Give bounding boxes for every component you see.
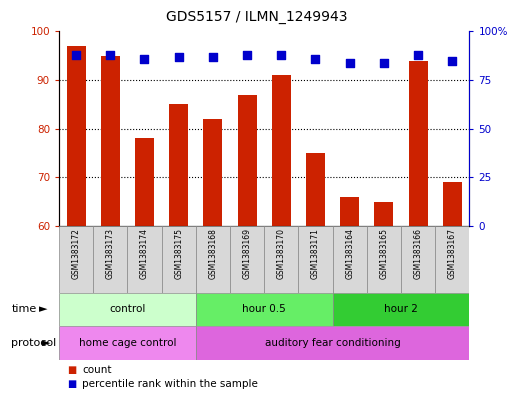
Bar <box>59 293 196 326</box>
Point <box>346 59 354 66</box>
Text: GSM1383171: GSM1383171 <box>311 228 320 279</box>
Bar <box>59 326 196 360</box>
Bar <box>340 197 359 226</box>
Point <box>106 51 114 58</box>
Point <box>448 57 457 64</box>
Text: count: count <box>82 365 112 375</box>
Bar <box>196 226 230 293</box>
Text: GDS5157 / ILMN_1249943: GDS5157 / ILMN_1249943 <box>166 10 347 24</box>
Point <box>209 53 217 60</box>
Bar <box>443 182 462 226</box>
Point <box>414 51 422 58</box>
Text: time: time <box>11 304 36 314</box>
Bar <box>367 226 401 293</box>
Point <box>141 55 149 62</box>
Text: control: control <box>109 305 146 314</box>
Text: ■: ■ <box>67 365 76 375</box>
Bar <box>306 153 325 226</box>
Text: home cage control: home cage control <box>78 338 176 348</box>
Text: GSM1383167: GSM1383167 <box>448 228 457 279</box>
Text: auditory fear conditioning: auditory fear conditioning <box>265 338 401 348</box>
Bar <box>264 226 299 293</box>
Bar <box>127 226 162 293</box>
Text: GSM1383168: GSM1383168 <box>208 228 218 279</box>
Text: GSM1383166: GSM1383166 <box>413 228 423 279</box>
Text: protocol: protocol <box>11 338 56 348</box>
Text: ■: ■ <box>67 379 76 389</box>
Text: GSM1383172: GSM1383172 <box>72 228 81 279</box>
Text: GSM1383165: GSM1383165 <box>380 228 388 279</box>
Point <box>243 51 251 58</box>
Text: ►: ► <box>42 338 50 348</box>
Text: GSM1383169: GSM1383169 <box>243 228 251 279</box>
Bar <box>93 226 127 293</box>
Bar <box>135 138 154 226</box>
Bar <box>204 119 222 226</box>
Text: hour 2: hour 2 <box>384 305 418 314</box>
Bar <box>59 226 93 293</box>
Bar <box>272 75 291 226</box>
Text: hour 0.5: hour 0.5 <box>242 305 286 314</box>
Bar <box>162 226 196 293</box>
Point <box>174 53 183 60</box>
Bar <box>196 326 469 360</box>
Bar <box>332 293 469 326</box>
Point <box>277 51 285 58</box>
Bar <box>230 226 264 293</box>
Bar <box>299 226 332 293</box>
Text: percentile rank within the sample: percentile rank within the sample <box>82 379 258 389</box>
Bar <box>101 56 120 226</box>
Bar <box>435 226 469 293</box>
Text: GSM1383175: GSM1383175 <box>174 228 183 279</box>
Bar <box>409 61 427 226</box>
Point <box>72 51 80 58</box>
Bar <box>401 226 435 293</box>
Bar <box>196 293 332 326</box>
Text: GSM1383164: GSM1383164 <box>345 228 354 279</box>
Text: GSM1383174: GSM1383174 <box>140 228 149 279</box>
Text: GSM1383170: GSM1383170 <box>277 228 286 279</box>
Point <box>311 55 320 62</box>
Bar <box>238 95 256 226</box>
Text: GSM1383173: GSM1383173 <box>106 228 115 279</box>
Bar <box>67 46 86 226</box>
Bar <box>169 105 188 226</box>
Bar <box>332 226 367 293</box>
Text: ►: ► <box>38 304 47 314</box>
Point <box>380 59 388 66</box>
Bar <box>374 202 393 226</box>
